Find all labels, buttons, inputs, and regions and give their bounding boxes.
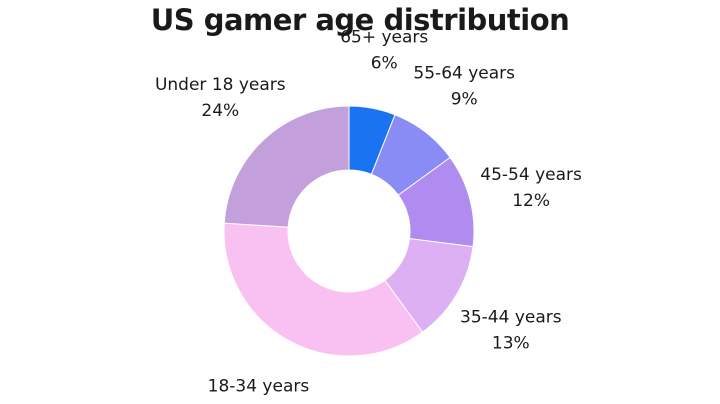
slice-label-65-plus-years: 65+ years 6%	[340, 27, 428, 73]
slice-under-18-years	[223, 105, 350, 228]
slice-value-label: 13%	[492, 334, 530, 354]
donut-slices	[223, 105, 475, 357]
slice-value-label: 6%	[371, 53, 398, 73]
slice-label-45-54-years: 45-54 years 12%	[480, 165, 582, 211]
slice-18-34-years	[223, 222, 424, 357]
slice-value-label: 12%	[512, 191, 550, 211]
slice-labels: 65+ years 6% 55-64 years 9% 45-54 years 12% 35…	[155, 27, 582, 404]
slice-label-18-34-years: 18-34 years 36%	[208, 377, 310, 404]
slice-value-label: 36%	[240, 403, 278, 404]
slice-value-label: 9%	[451, 89, 478, 109]
slice-category-label: 35-44 years	[460, 308, 562, 328]
slice-label-under-18-years: Under 18 years 24%	[155, 75, 286, 121]
slice-label-35-44-years: 35-44 years 13%	[460, 308, 562, 354]
slice-category-label: 55-64 years	[413, 63, 515, 83]
slice-category-label: 18-34 years	[208, 377, 310, 397]
slice-category-label: 65+ years	[340, 27, 428, 47]
slice-label-55-64-years: 55-64 years 9%	[413, 63, 515, 109]
slice-value-label: 24%	[201, 101, 239, 121]
slice-category-label: 45-54 years	[480, 165, 582, 185]
chart-title: US gamer age distribution	[150, 3, 570, 37]
slice-category-label: Under 18 years	[155, 75, 286, 95]
